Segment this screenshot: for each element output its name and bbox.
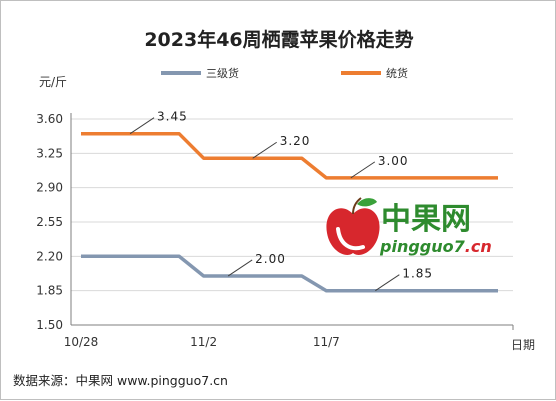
logo-name: 中果网 xyxy=(381,202,471,237)
annotation-leader xyxy=(375,274,400,292)
y-tick-label: 2.20 xyxy=(36,249,63,263)
y-axis-label: 元/斤 xyxy=(39,75,67,89)
chart-title: 2023年46周栖霞苹果价格走势 xyxy=(144,28,413,51)
legend-label-series-2: 统货 xyxy=(386,66,408,80)
x-tick-label: 11/2 xyxy=(190,335,217,349)
data-label: 1.85 xyxy=(402,267,433,281)
data-label: 3.20 xyxy=(280,134,311,148)
annotation-leader xyxy=(252,141,277,159)
data-label: 2.00 xyxy=(255,252,286,266)
logo: 中果网 pingguo7.cn xyxy=(326,197,492,256)
y-tick-label: 3.25 xyxy=(36,146,63,160)
series-line-2 xyxy=(81,131,498,180)
logo-domain: pingguo7.cn xyxy=(379,237,492,256)
series-lines xyxy=(81,131,498,293)
data-label: 3.45 xyxy=(157,110,188,124)
x-ticks: 10/28 11/2 11/7 xyxy=(64,335,340,349)
apple-icon xyxy=(326,197,380,255)
y-tick-label: 2.55 xyxy=(36,215,63,229)
legend-label-series-1: 三级货 xyxy=(206,66,239,80)
annotation-leader xyxy=(227,259,253,277)
y-tick-label: 3.60 xyxy=(36,112,63,126)
y-ticks: 3.60 3.25 2.90 2.55 2.20 1.85 1.50 xyxy=(36,112,63,332)
x-axis-label: 日期 xyxy=(511,338,535,352)
x-tick-label: 10/28 xyxy=(64,335,99,349)
series-line-1 xyxy=(81,254,498,293)
data-label: 3.00 xyxy=(378,154,409,168)
x-tick-label: 11/7 xyxy=(313,335,340,349)
y-tick-label: 2.90 xyxy=(36,181,63,195)
legend: 三级货 统货 xyxy=(161,66,408,80)
annotations: 2.00 1.85 3.45 3.20 3.00 xyxy=(129,110,433,292)
y-tick-label: 1.85 xyxy=(36,284,63,298)
annotation-leader xyxy=(350,161,376,179)
annotation-leader xyxy=(129,117,155,135)
source-note: 数据来源：中果网 www.pingguo7.cn xyxy=(13,373,228,388)
y-tick-label: 1.50 xyxy=(36,318,63,332)
